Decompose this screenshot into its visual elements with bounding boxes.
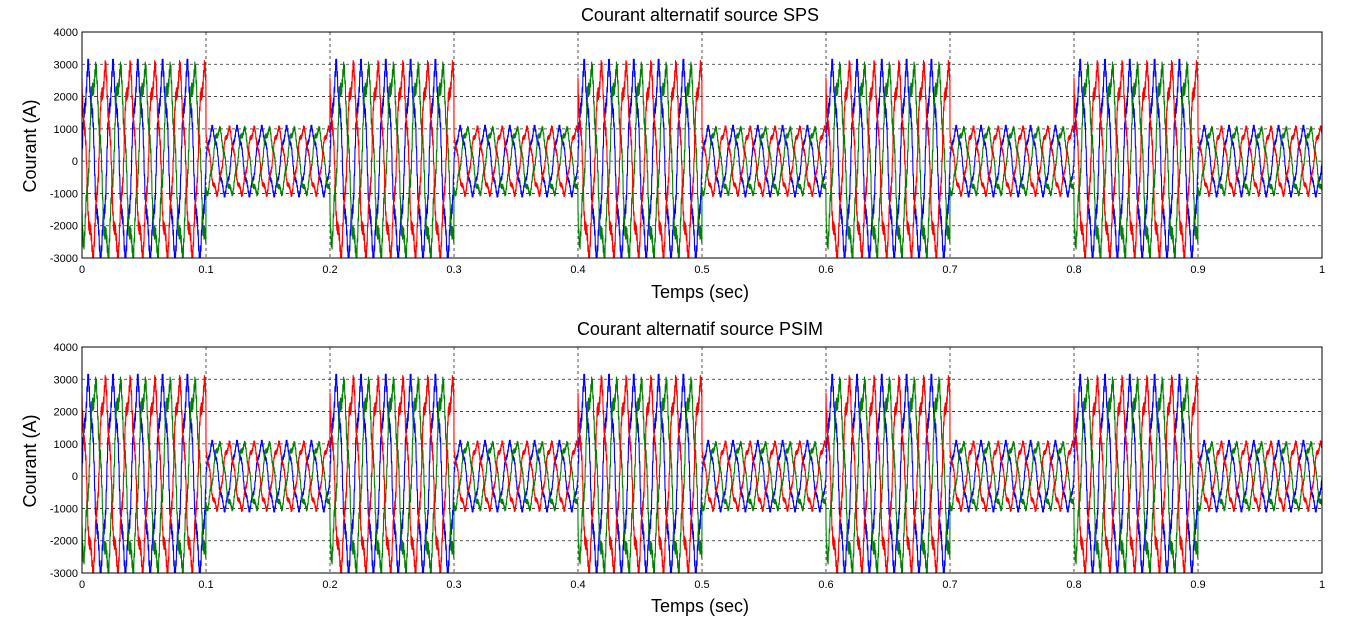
y-tick-label: 0: [72, 156, 78, 168]
y-tick-label: 4000: [54, 342, 78, 354]
y-tick-label: -3000: [50, 253, 78, 265]
y-tick-label: 4000: [54, 27, 78, 39]
x-axis-label: Temps (sec): [651, 596, 749, 616]
x-tick-label: 0.4: [570, 579, 585, 591]
phase-b-trace: [81, 61, 1323, 259]
y-tick-label: 2000: [54, 407, 78, 419]
plot-area: [81, 373, 1323, 574]
x-tick-label: 0: [79, 264, 85, 276]
plot-frame: [81, 346, 1323, 574]
x-tick-label: 0.2: [322, 264, 337, 276]
x-tick-label: 0.2: [322, 579, 337, 591]
y-tick-label: -2000: [50, 221, 78, 233]
phase-b-trace: [81, 376, 1323, 574]
x-tick-label: 0.6: [818, 264, 833, 276]
y-tick-label: 1000: [54, 439, 78, 451]
x-tick-label: 0: [79, 579, 85, 591]
chart-title: Courant alternatif source PSIM: [577, 319, 823, 339]
y-tick-label: -1000: [50, 188, 78, 200]
plot-area: [81, 58, 1323, 259]
phase-c-trace: [81, 60, 1323, 259]
x-tick-label: 0.1: [198, 579, 213, 591]
y-tick-label: -1000: [50, 503, 78, 515]
y-tick-label: 0: [72, 471, 78, 483]
x-tick-label: 0.5: [694, 264, 709, 276]
x-tick-labels: 0 0.1 0.2 0.3 0.4 0.5 0.6 0.7 0.8 0.9 1: [79, 264, 1325, 276]
x-tick-label: 0.4: [570, 264, 585, 276]
x-tick-label: 0.8: [1066, 264, 1081, 276]
x-tick-label: 0.1: [198, 264, 213, 276]
x-tick-label: 0.9: [1190, 579, 1205, 591]
plot-frame: [81, 31, 1323, 259]
y-tick-label: 1000: [54, 124, 78, 136]
y-axis-label: Courant (A): [20, 99, 40, 192]
y-tick-label: 3000: [54, 374, 78, 386]
y-axis-label: Courant (A): [20, 414, 40, 507]
x-tick-label: 0.9: [1190, 264, 1205, 276]
chart-sps: Courant alternatif source SPS Temps (sec…: [20, 5, 1325, 302]
x-tick-label: 0.5: [694, 579, 709, 591]
y-tick-label: 2000: [54, 92, 78, 104]
y-tick-labels: 4000 3000 2000 1000 0 -1000 -2000 -3000: [50, 342, 78, 580]
y-tick-label: -3000: [50, 568, 78, 580]
x-tick-label: 1: [1319, 579, 1325, 591]
x-tick-label: 0.7: [942, 579, 957, 591]
x-tick-label: 0.3: [446, 264, 461, 276]
y-tick-label: -2000: [50, 536, 78, 548]
x-tick-label: 1: [1319, 264, 1325, 276]
x-tick-label: 0.6: [818, 579, 833, 591]
y-tick-label: 3000: [54, 59, 78, 71]
phase-a-trace: [81, 58, 1323, 259]
phase-a-trace: [81, 373, 1323, 574]
x-tick-labels: 0 0.1 0.2 0.3 0.4 0.5 0.6 0.7 0.8 0.9 1: [79, 579, 1325, 591]
x-tick-label: 0.7: [942, 264, 957, 276]
x-tick-label: 0.8: [1066, 579, 1081, 591]
chart-psim: Courant alternatif source PSIM Temps (se…: [20, 319, 1325, 616]
x-axis-label: Temps (sec): [651, 282, 749, 302]
phase-c-trace: [81, 375, 1323, 574]
y-tick-labels: 4000 3000 2000 1000 0 -1000 -2000 -3000: [50, 27, 78, 265]
x-tick-label: 0.3: [446, 579, 461, 591]
chart-title: Courant alternatif source SPS: [581, 5, 819, 25]
